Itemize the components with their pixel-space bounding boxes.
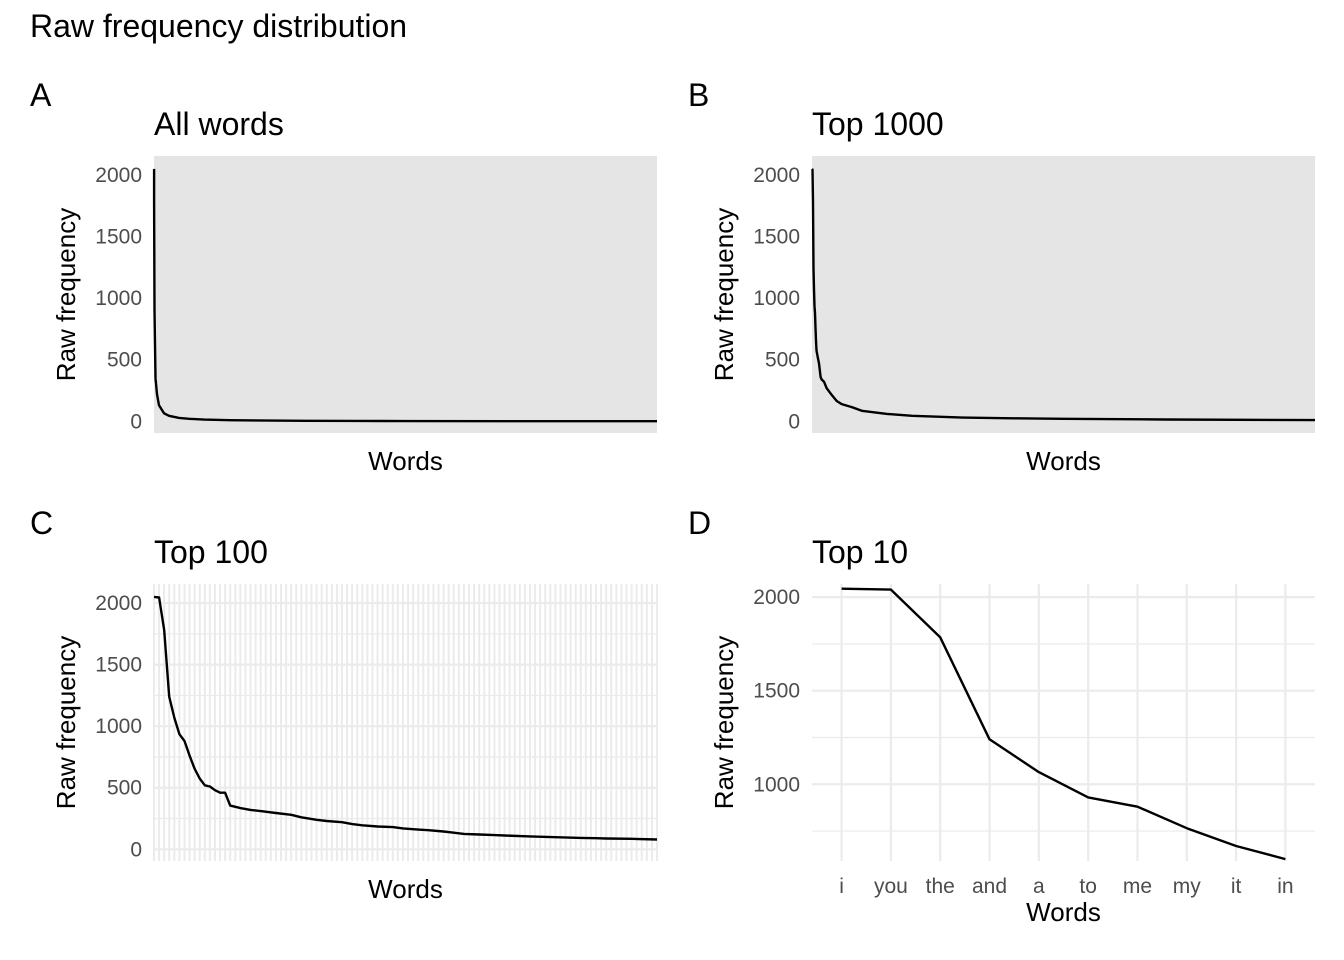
y-tick-label: 500 [107, 349, 142, 372]
x-tick-label: my [1173, 875, 1201, 898]
panel-b: B Top 1000 0 500 1000 1500 2000 Words Raw freque… [658, 60, 1330, 490]
panel-tag: C [30, 505, 53, 541]
y-tick-label: 2000 [95, 164, 142, 187]
x-tick-label: the [926, 875, 955, 898]
x-tick-label: a [1033, 875, 1045, 898]
y-tick-label: 1500 [95, 226, 142, 249]
panel-title: All words [154, 106, 284, 142]
x-axis-title: Words [368, 446, 443, 476]
y-tick-label: 1000 [753, 287, 800, 310]
y-axis-title: Raw frequency [709, 636, 739, 809]
panel-tag: A [30, 77, 52, 113]
y-tick-label: 2000 [753, 586, 800, 609]
y-tick-label: 1500 [753, 226, 800, 249]
y-tick-label: 1000 [95, 715, 142, 738]
grid [153, 584, 658, 861]
series-line [841, 587, 1286, 861]
y-tick-label: 500 [765, 349, 800, 372]
y-tick-label: 1500 [95, 654, 142, 677]
panel-title: Top 1000 [812, 106, 944, 142]
x-tick-label: you [874, 875, 908, 898]
panel-title: Top 100 [154, 534, 268, 570]
y-tick-label: 500 [107, 777, 142, 800]
y-axis-title: Raw frequency [51, 208, 81, 381]
x-tick-label: to [1079, 875, 1097, 898]
plot-background [812, 156, 1315, 433]
panel-c: C Top 100 0 500 1000 1500 2000 Words Raw frequen… [0, 488, 672, 918]
x-axis-title: Words [1026, 446, 1101, 476]
x-tick-label: it [1231, 875, 1242, 898]
y-tick-label: 2000 [95, 592, 142, 615]
y-tick-label: 1000 [95, 287, 142, 310]
panel-d: D Top 10 1000 1500 2000 i you the and a to me my it in… [658, 488, 1330, 927]
y-axis-title: Raw frequency [709, 208, 739, 381]
y-tick-label: 0 [130, 410, 142, 433]
panel-tag: B [688, 77, 709, 113]
series-line [152, 168, 657, 423]
y-tick-label: 0 [130, 838, 142, 861]
x-tick-label: i [839, 875, 844, 898]
panel-a: A All words 0 500 1000 1500 2000 Words Raw frequ… [0, 60, 672, 490]
y-tick-label: 0 [788, 410, 800, 433]
y-tick-label: 1000 [753, 773, 800, 796]
series-line [153, 595, 658, 841]
x-axis-title: Words [1026, 897, 1101, 927]
x-tick-label: in [1277, 875, 1293, 898]
plot-background [154, 156, 657, 433]
y-tick-label: 2000 [753, 164, 800, 187]
y-axis-title: Raw frequency [51, 636, 81, 809]
figure-title: Raw frequency distribution [30, 8, 408, 44]
x-tick-label: me [1123, 875, 1152, 898]
x-tick-label: and [972, 875, 1007, 898]
panel-tag: D [688, 505, 711, 541]
x-axis-title: Words [368, 874, 443, 904]
panel-title: Top 10 [812, 534, 908, 570]
series-line [811, 168, 1316, 422]
grid [812, 584, 1315, 861]
y-tick-label: 1500 [753, 680, 800, 703]
